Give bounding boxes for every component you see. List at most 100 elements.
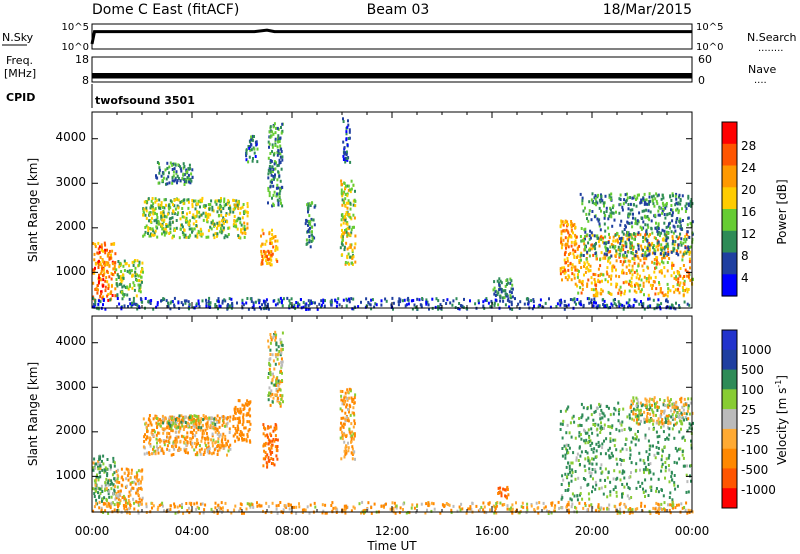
power-cell [665,202,668,205]
power-cell [610,277,612,281]
velocity-cell [193,441,196,445]
power-cell [239,206,242,210]
velocity-cell [237,421,240,425]
velocity-cell [346,388,349,392]
velocity-cell [235,429,238,433]
power-cell [171,236,174,240]
power-cell [628,282,630,286]
power-cell [609,250,612,254]
power-cell [598,224,601,228]
power-cell [627,207,630,211]
power-cell [169,199,172,203]
power-cell [272,153,275,157]
power-cell [170,200,173,204]
velocity-cell [636,414,639,418]
power-cell [597,274,600,278]
velocity-cell [272,462,275,466]
velocity-region-9 [559,401,693,502]
power-cell [311,238,314,242]
velocity-cell [144,433,146,437]
power-region-0 [92,241,117,302]
power-cell [653,270,656,274]
power-cell [594,194,597,198]
power-cell [634,234,637,238]
power-cell [267,176,270,180]
velocity-cell [203,431,205,435]
power-cell [621,205,624,209]
power-cell [601,289,604,293]
power-cell [222,226,225,230]
power-cell [640,302,643,306]
power-cell [136,259,139,263]
power-cell [126,293,129,297]
power-cell [634,219,637,223]
power-cell [577,269,580,273]
velocity-cell [171,416,174,420]
power-cell [181,215,184,219]
power-cell [165,203,167,207]
velocity-cell [651,408,654,412]
velocity-cell [340,421,342,425]
power-cell [171,216,174,220]
velocity-cell [594,409,597,413]
power-cell [689,278,692,282]
power-cell [274,173,276,177]
velocity-cell [143,440,146,443]
power-cell [247,307,250,311]
velocity-cell [586,407,589,411]
power-cell [579,300,582,304]
power-cell [602,201,605,205]
power-cell [217,206,220,210]
velocity-cell [636,398,639,402]
power-cell [606,248,609,252]
power-cell [679,199,682,203]
power-cell [246,297,249,300]
power-cell [367,301,370,304]
power-cell [608,195,611,199]
power-cell [577,273,579,277]
velocity-cell [586,451,589,455]
velocity-cell [203,417,206,421]
power-cell [691,220,694,224]
power-cell [654,213,657,217]
power-cell [229,210,232,214]
power-cell [645,237,648,241]
power-cell [307,223,309,227]
velocity-cell [607,418,610,422]
velocity-cell [209,424,212,428]
velocity-cell [689,509,692,513]
power-cell [665,245,667,249]
velocity-cell [654,405,656,408]
power-cell [269,180,272,184]
power-cell [232,223,235,226]
power-cell [202,218,205,222]
velocity-cell [269,432,272,436]
power-cell [220,231,223,235]
velocity-cell [630,403,633,407]
power-cell [167,175,170,179]
power-cell [608,236,611,240]
velocity-cell [500,491,503,495]
power-cell [659,234,661,238]
power-cell [214,200,217,204]
velocity-cell [350,422,353,426]
velocity-cell [349,431,352,435]
velocity-cell [114,478,117,482]
power-cell [144,226,147,229]
power-cell [196,202,198,206]
velocity-cell [155,417,158,420]
power-cell [570,266,573,270]
power-cell [348,297,350,301]
velocity-cell [680,420,683,424]
power-cell [261,262,264,266]
power-cell [233,219,236,223]
power-cell [637,247,640,251]
power-cell [270,258,273,262]
velocity-cell [196,417,199,421]
velocity-cell [92,468,95,472]
velocity-cell [218,425,221,429]
power-cell [592,253,595,257]
velocity-cell [343,400,346,404]
power-cell [220,213,223,217]
power-cell [624,199,627,203]
